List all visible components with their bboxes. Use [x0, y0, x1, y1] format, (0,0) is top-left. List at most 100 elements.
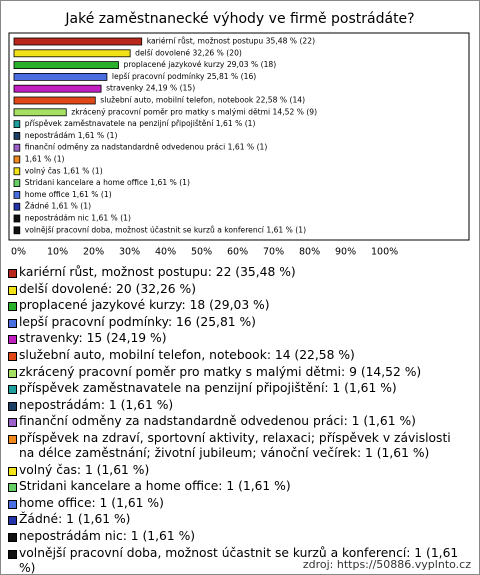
legend-item: Stridani kancelare a home office: 1 (1,6…	[7, 479, 469, 494]
legend-label: delší dovolené: 20 (32,26 %)	[19, 281, 196, 296]
bar-label: zkrácený pracovní poměr pro matky s malý…	[71, 107, 317, 116]
bar-label: home office 1,61 % (1)	[25, 190, 112, 199]
legend-item: nepostrádám nic: 1 (1,61 %)	[7, 529, 469, 544]
x-tick-label: 50%	[191, 247, 212, 258]
bar-label: nepostrádám nic 1,61 % (1)	[25, 214, 131, 223]
legend-label: home office: 1 (1,61 %)	[19, 495, 164, 510]
legend-item: služební auto, mobilní telefon, notebook…	[7, 348, 469, 363]
bar	[13, 37, 143, 46]
x-tick-label: 0%	[11, 247, 26, 258]
legend-swatch	[8, 466, 17, 476]
legend-label: stravenky: 15 (24,19 %)	[19, 331, 167, 346]
legend-swatch	[8, 549, 17, 559]
bar	[13, 190, 21, 199]
bar-label: stravenky 24,19 % (15)	[106, 84, 195, 93]
legend-swatch	[8, 285, 17, 295]
bar-label: nepostrádám 1,61 % (1)	[25, 131, 118, 140]
legend-label: volný čas: 1 (1,61 %)	[19, 462, 150, 477]
legend-item: proplacené jazykové kurzy: 18 (29,03 %)	[7, 298, 469, 313]
legend-swatch	[8, 351, 17, 361]
legend-label: příspěvek zaměstnavatele na penzijní při…	[19, 381, 397, 396]
legend-item: volnější pracovní doba, možnost účastnit…	[7, 545, 469, 575]
bar	[13, 61, 119, 69]
legend-swatch	[8, 483, 17, 493]
legend-swatch	[8, 532, 17, 542]
bar-label: kariérní růst, možnost postupu 35,48 % (…	[147, 37, 315, 46]
x-tick-label: 70%	[263, 247, 284, 258]
bar-label: Stridani kancelare a home office 1,61 % …	[25, 178, 190, 187]
bar-label: volný čas 1,61 % (1)	[25, 166, 103, 175]
legend-label: příspěvek na zdraví, sportovní aktivity,…	[19, 430, 451, 460]
legend-item: kariérní růst, možnost postupu: 22 (35,4…	[7, 265, 469, 280]
legend-swatch	[8, 335, 17, 345]
bar-label: lepší pracovní podmínky 25,81 % (16)	[112, 72, 256, 81]
legend-swatch	[8, 418, 17, 428]
legend-label: finanční odměny za nadstandardně odveden…	[19, 414, 416, 429]
bar	[13, 179, 21, 188]
legend-swatch	[8, 516, 17, 526]
legend-item: volný čas: 1 (1,61 %)	[7, 463, 469, 478]
x-tick-label: 10%	[47, 247, 68, 258]
legend-item: zkrácený pracovní poměr pro matky s malý…	[7, 365, 469, 380]
legend-label: nepostrádám: 1 (1,61 %)	[19, 397, 174, 412]
x-tick-label: 40%	[155, 247, 176, 258]
bar	[13, 108, 67, 117]
legend-swatch	[8, 434, 17, 444]
chart-title: Jaké zaměstnanecké výhody ve firmě postr…	[64, 11, 414, 27]
legend-swatch	[8, 385, 17, 395]
bar-label: finanční odměny za nadstandardně odveden…	[25, 143, 268, 152]
bar-label: delší dovolené 32,26 % (20)	[135, 48, 242, 57]
bar	[13, 49, 131, 58]
bar-label: volnější pracovní doba, možnost účastnit…	[25, 225, 306, 234]
x-tick-label: 60%	[227, 247, 248, 258]
bar	[13, 84, 102, 93]
legend-swatch	[8, 401, 17, 411]
bar-label: služební auto, mobilní telefon, notebook…	[100, 96, 305, 105]
legend-swatch	[8, 302, 17, 312]
bar	[13, 167, 21, 176]
legend-item: delší dovolené: 20 (32,26 %)	[7, 282, 469, 297]
legend-swatch	[8, 499, 17, 509]
bar	[13, 120, 21, 128]
bar-label: 1,61 % (1)	[25, 155, 65, 164]
bar	[13, 143, 21, 152]
legend-label: lepší pracovní podmínky: 16 (25,81 %)	[19, 314, 256, 329]
bar-label: proplacené jazykové kurzy 29,03 % (18)	[124, 60, 277, 69]
plot-frame	[8, 32, 470, 241]
legend-label: nepostrádám nic: 1 (1,61 %)	[19, 528, 196, 543]
legend-item: příspěvek zaměstnavatele na penzijní při…	[7, 381, 469, 396]
x-tick-label: 90%	[335, 247, 356, 258]
legend-item: lepší pracovní podmínky: 16 (25,81 %)	[7, 315, 469, 330]
x-tick-label: 100%	[371, 247, 398, 258]
legend-label: kariérní růst, možnost postupu: 22 (35,4…	[19, 265, 296, 279]
bar-label: Žádné 1,61 % (1)	[25, 202, 91, 211]
legend-swatch	[8, 318, 17, 328]
legend-label: proplacené jazykové kurzy: 18 (29,03 %)	[19, 298, 270, 313]
bar	[13, 202, 21, 211]
legend-item: příspěvek na zdraví, sportovní aktivity,…	[7, 431, 469, 461]
bar	[13, 214, 21, 223]
legend-label: volnější pracovní doba, možnost účastnit…	[19, 545, 459, 575]
legend-label: Stridani kancelare a home office: 1 (1,6…	[19, 479, 291, 494]
bar	[13, 226, 21, 235]
legend-item: finanční odměny za nadstandardně odveden…	[7, 414, 469, 429]
legend-label: Žádné: 1 (1,61 %)	[19, 512, 131, 527]
legend: kariérní růst, možnost postupu: 22 (35,4…	[7, 265, 469, 575]
bar-label: příspěvek zaměstnavatele na penzijní při…	[25, 119, 256, 128]
x-tick-label: 30%	[119, 247, 140, 258]
bar	[13, 131, 21, 140]
x-tick-label: 80%	[299, 247, 320, 258]
legend-item: Žádné: 1 (1,61 %)	[7, 512, 469, 527]
legend-item: nepostrádám: 1 (1,61 %)	[7, 398, 469, 413]
legend-swatch	[8, 368, 17, 378]
legend-item: home office: 1 (1,61 %)	[7, 496, 469, 511]
x-tick-label: 20%	[83, 247, 104, 258]
chart: Jaké zaměstnanecké výhody ve firmě postr…	[8, 11, 470, 258]
bar	[13, 96, 96, 105]
source: zdroj: https://50886.vyplnto.cz	[302, 558, 471, 571]
bar	[13, 155, 21, 164]
legend-label: zkrácený pracovní poměr pro matky s malý…	[19, 364, 422, 379]
legend-swatch	[8, 269, 17, 278]
legend-label: služební auto, mobilní telefon, notebook…	[19, 347, 355, 362]
